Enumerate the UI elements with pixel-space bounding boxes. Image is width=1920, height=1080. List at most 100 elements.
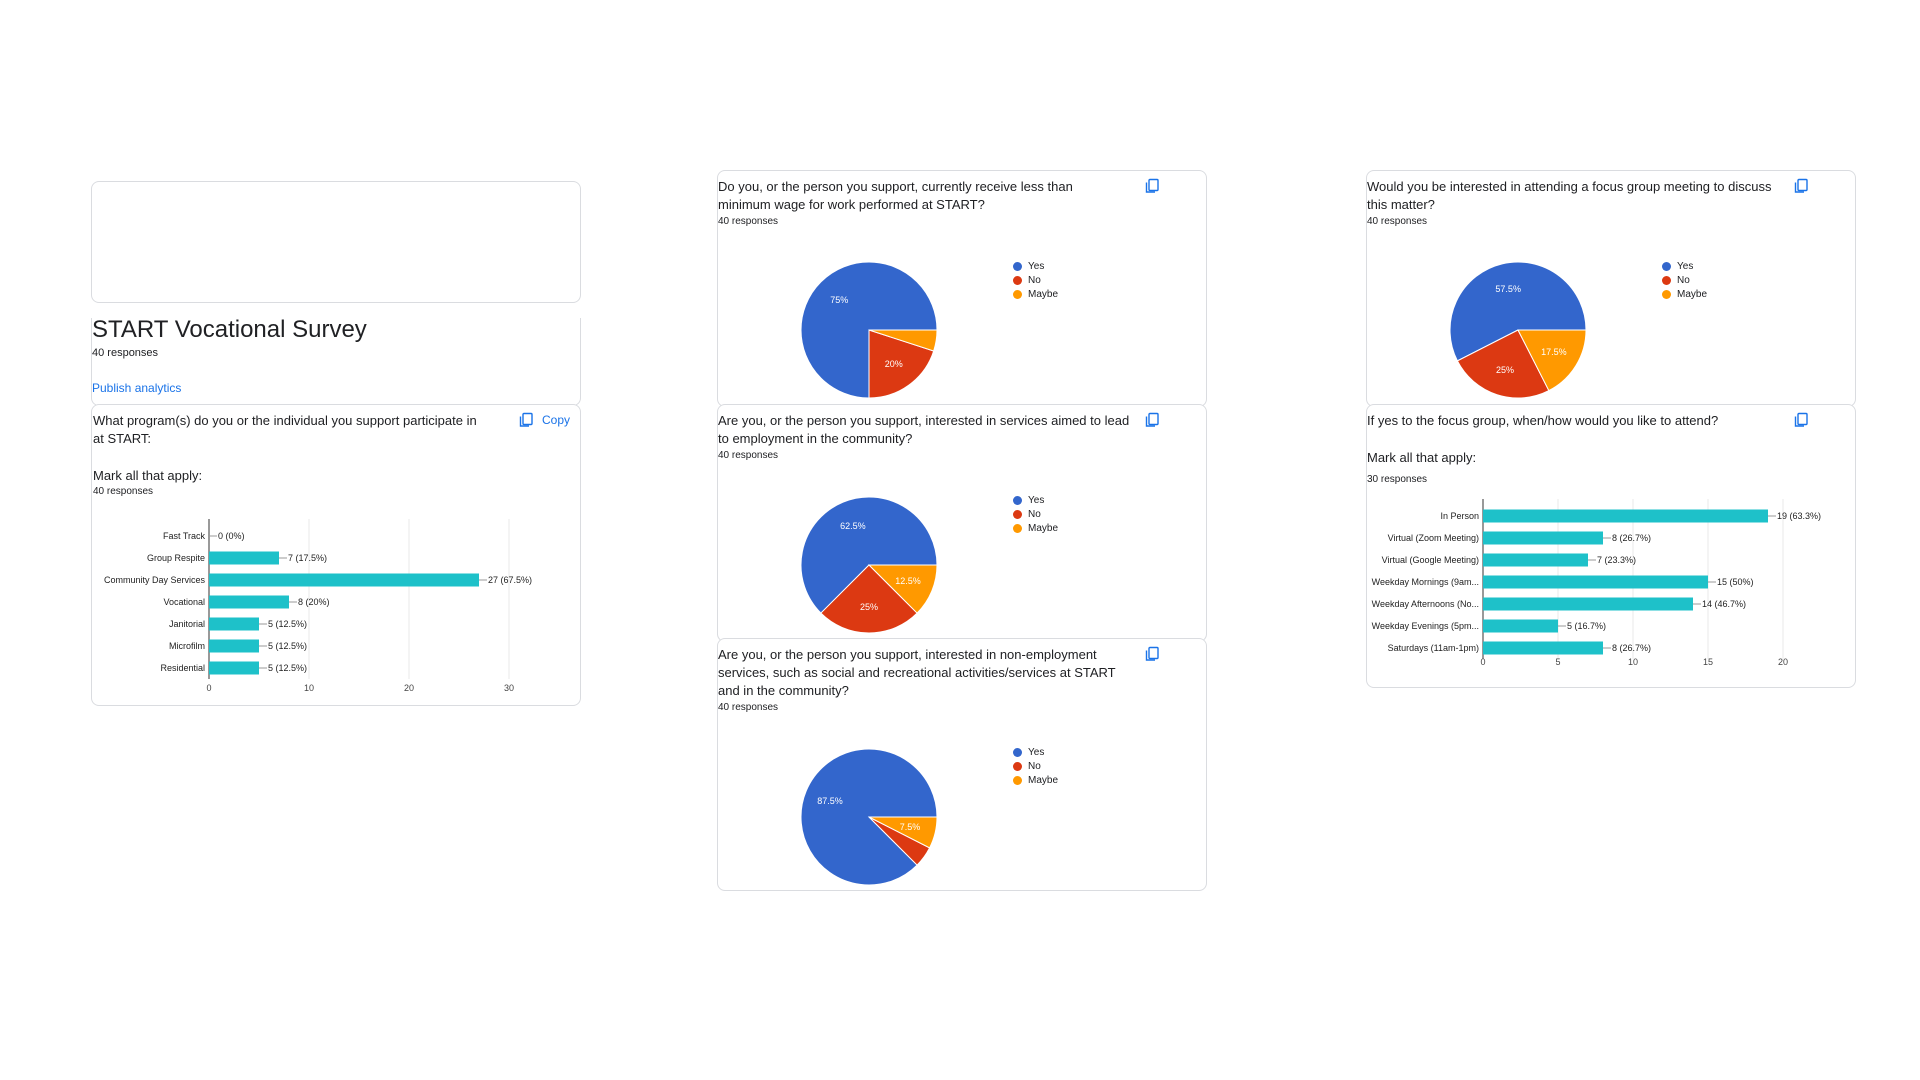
bar-3 <box>1483 575 1708 589</box>
category-label: Group Respite <box>147 553 205 563</box>
legend-item-yes: Yes <box>1013 493 1058 507</box>
pie-slice-yes <box>800 748 938 886</box>
bar-chart-attendance: 0 5 10 15 20 In Person 19 (63.3%) Virtual (Zoom… <box>1372 499 1821 667</box>
category-label: Janitorial <box>169 619 205 629</box>
survey-summary-card <box>91 318 581 406</box>
pie-slice-label: 25% <box>1496 365 1514 375</box>
pie-slice-maybe <box>868 816 938 849</box>
category-label: Virtual (Zoom Meeting) <box>1388 533 1479 543</box>
bar-3 <box>209 595 289 609</box>
legend-label: Maybe <box>1677 288 1708 300</box>
legend-label: No <box>1028 760 1041 772</box>
legend-item-no: No <box>1013 759 1058 773</box>
category-label: Vocational <box>163 597 205 607</box>
legend-label: Yes <box>1028 494 1045 506</box>
header-image-card <box>91 181 581 303</box>
x-tick-label: 5 <box>1555 657 1560 667</box>
copy-icon[interactable] <box>518 412 534 428</box>
category-label: Weekday Evenings (5pm... <box>1372 621 1479 631</box>
pie-chart-employment: 62.5% 25% 12.5% <box>800 496 938 634</box>
legend-item-no: No <box>1013 507 1058 521</box>
pie-slice-label: 25% <box>860 602 878 612</box>
pie-slice-yes <box>800 261 938 399</box>
publish-analytics-link[interactable]: Publish analytics <box>92 381 182 395</box>
data-label: 7 (23.3%) <box>1597 555 1636 565</box>
chart-legend: Yes No Maybe <box>1013 745 1058 787</box>
legend-label: Yes <box>1028 260 1045 272</box>
category-label: Saturdays (11am-1pm) <box>1388 643 1479 653</box>
data-label: 5 (16.7%) <box>1567 621 1606 631</box>
legend-swatch-yes <box>1013 747 1022 757</box>
pie-slice-label: 12.5% <box>895 576 921 586</box>
bar-5 <box>209 639 259 653</box>
pie-slice-label: 7.5% <box>900 822 921 832</box>
copy-button[interactable]: Copy <box>542 413 571 427</box>
legend-item-no: No <box>1662 273 1707 287</box>
legend-label: Maybe <box>1028 288 1059 300</box>
pie-slice-label: 20% <box>885 359 903 369</box>
bar-4 <box>1483 597 1693 611</box>
legend-item-yes: Yes <box>1013 259 1058 273</box>
question-text: Are you, or the person you support, inte… <box>718 413 1130 446</box>
category-label: Virtual (Google Meeting) <box>1382 555 1479 565</box>
legend-item-yes: Yes <box>1662 259 1707 273</box>
copy-icon[interactable] <box>1144 412 1160 428</box>
question-response-count: 40 responses <box>718 702 779 713</box>
question-text: If yes to the focus group, when/how woul… <box>1367 413 1719 428</box>
bar-6 <box>209 661 259 675</box>
legend-swatch-yes <box>1013 261 1022 271</box>
legend-label: No <box>1677 274 1690 286</box>
bar-0 <box>1483 509 1768 523</box>
pie-slice-no <box>820 564 918 634</box>
chart-legend: Yes No Maybe <box>1662 259 1707 301</box>
bar-2 <box>209 573 479 587</box>
pie-chart-non-employment: 87.5% 7.5% <box>800 748 938 886</box>
category-label: Microfilm <box>169 641 205 651</box>
data-label: 8 (20%) <box>298 597 330 607</box>
x-tick-label: 20 <box>1778 657 1788 667</box>
legend-swatch-maybe <box>1013 523 1022 533</box>
pie-slice-maybe <box>867 564 938 614</box>
bar-1 <box>1483 531 1603 545</box>
legend-label: Yes <box>1028 746 1045 758</box>
x-tick-label: 30 <box>504 683 514 693</box>
pie-slice-yes <box>800 496 938 614</box>
bar-4 <box>209 617 259 631</box>
legend-swatch-yes <box>1662 261 1671 271</box>
x-tick-label: 0 <box>206 683 211 693</box>
legend-swatch-maybe <box>1662 289 1671 299</box>
legend-label: Maybe <box>1028 774 1059 786</box>
legend-swatch-no <box>1013 275 1022 285</box>
question-text: What program(s) do you or the individual… <box>93 413 477 446</box>
data-label: 15 (50%) <box>1717 577 1754 587</box>
copy-icon[interactable] <box>1144 178 1160 194</box>
data-label: 0 (0%) <box>218 531 245 541</box>
question-response-count: 40 responses <box>93 486 154 497</box>
pie-chart-focus-group: 57.5% 25% 17.5% <box>1449 261 1587 399</box>
category-label: Fast Track <box>163 531 206 541</box>
legend-item-maybe: Maybe <box>1013 287 1058 301</box>
data-label: 14 (46.7%) <box>1702 599 1746 609</box>
chart-legend: Yes No Maybe <box>1013 259 1058 301</box>
question-text: Are you, or the person you support, inte… <box>718 647 1116 698</box>
copy-icon[interactable] <box>1144 646 1160 662</box>
question-response-count: 40 responses <box>718 450 779 461</box>
copy-icon[interactable] <box>1793 178 1809 194</box>
question-response-count: 30 responses <box>1367 474 1428 485</box>
question-response-count: 40 responses <box>718 216 779 227</box>
legend-label: Maybe <box>1028 522 1059 534</box>
pie-slice-label: 87.5% <box>817 796 843 806</box>
data-label: 5 (12.5%) <box>268 641 307 651</box>
bar-6 <box>1483 641 1603 655</box>
category-label: In Person <box>1440 511 1479 521</box>
data-label: 8 (26.7%) <box>1612 533 1651 543</box>
pie-slice-label: 17.5% <box>1541 347 1567 357</box>
question-card-focus-group: Would you be interested in attending a f… <box>1366 170 1856 407</box>
pie-slice-yes <box>1449 261 1587 362</box>
copy-icon[interactable] <box>1793 412 1809 428</box>
data-label: 8 (26.7%) <box>1612 643 1651 653</box>
legend-swatch-no <box>1013 509 1022 519</box>
pie-chart-minimum-wage: 75% 20% <box>800 261 938 399</box>
question-card-attendance: If yes to the focus group, when/how woul… <box>1366 404 1856 688</box>
legend-item-maybe: Maybe <box>1013 521 1058 535</box>
